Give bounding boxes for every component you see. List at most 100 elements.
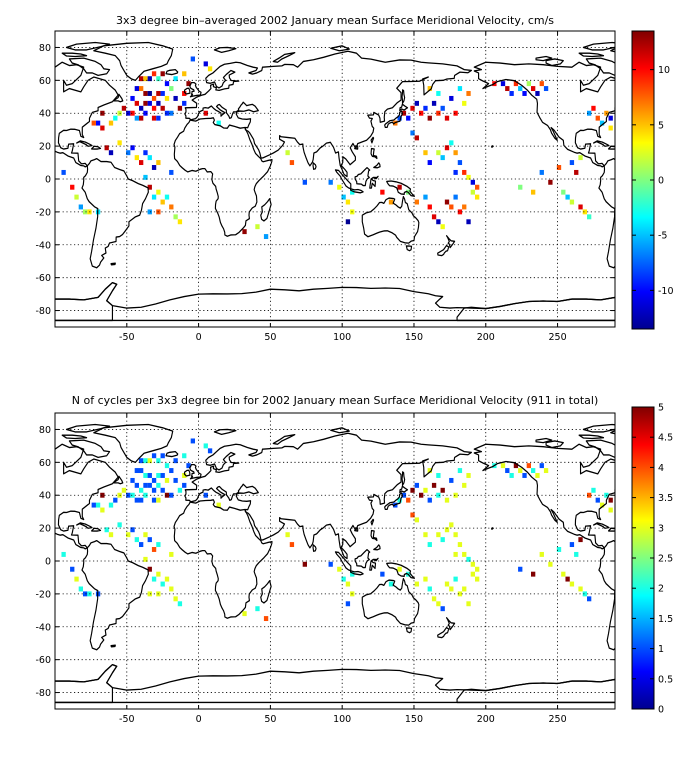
colorbar-tick-label: 3.5 (658, 493, 673, 504)
data-bin (151, 115, 157, 121)
data-bin (341, 576, 346, 582)
coastlines (55, 423, 615, 704)
data-bin (74, 576, 79, 582)
data-bin (173, 95, 178, 101)
data-bin (143, 556, 148, 562)
data-bin (156, 497, 161, 503)
colorbar-tick-label: 0.5 (658, 674, 673, 685)
x-tick-label: 250 (548, 332, 566, 343)
data-bin (561, 189, 566, 195)
data-bin (531, 571, 536, 577)
data-bin (539, 81, 544, 87)
data-bin (169, 169, 174, 175)
data-bin (539, 169, 544, 175)
data-bin (255, 606, 260, 612)
data-bin (173, 458, 178, 464)
data-bin (147, 591, 152, 597)
colorbar-tick-label: 2 (658, 584, 664, 595)
data-bin (134, 155, 139, 161)
data-bin (173, 76, 178, 82)
colorbar-gradient (632, 407, 654, 709)
data-bin (143, 492, 148, 498)
data-bin (156, 91, 161, 96)
data-bin (160, 487, 165, 493)
data-bin (556, 165, 562, 170)
data-bin (565, 576, 570, 582)
data-bin (449, 522, 454, 528)
data-bin (427, 204, 432, 210)
data-bin (186, 463, 191, 469)
data-bin (147, 566, 152, 572)
data-bin (436, 219, 441, 225)
data-bin (207, 448, 213, 454)
data-bin (582, 209, 587, 215)
data-bin (216, 120, 221, 126)
data-bin (531, 468, 536, 474)
data-bin (113, 497, 118, 503)
data-bin (108, 120, 114, 126)
data-bin (380, 189, 385, 195)
data-bin (169, 468, 174, 474)
data-bin (143, 174, 148, 180)
data-bin (470, 571, 475, 577)
data-bin (526, 81, 531, 87)
data-bin (457, 209, 463, 215)
data-bin (182, 71, 187, 77)
data-bin (397, 184, 402, 190)
data-bin (388, 581, 394, 587)
data-bin (345, 199, 351, 205)
data-bin (341, 194, 346, 200)
data-bin (139, 115, 144, 121)
data-bin (328, 561, 333, 567)
data-bin (328, 179, 333, 185)
x-tick-label: -50 (119, 714, 135, 725)
data-bin (414, 199, 419, 205)
data-bin (578, 586, 583, 592)
data-bin (591, 105, 596, 111)
data-bin (121, 487, 127, 493)
data-bin (518, 468, 523, 474)
data-bin (151, 547, 157, 552)
data-bin (457, 468, 463, 474)
data-bin (203, 110, 208, 116)
data-bin (462, 169, 467, 175)
data-bin (587, 214, 592, 220)
data-bin (535, 473, 540, 478)
data-bin (139, 542, 144, 548)
data-bin (345, 601, 351, 607)
colorbar-tick-label: 0 (658, 176, 664, 187)
data-bin (100, 492, 105, 498)
colorbar-tick-label: -10 (658, 286, 674, 297)
data-bin (539, 463, 544, 469)
data-bin (453, 492, 458, 498)
data-bin (95, 120, 101, 126)
data-bin (440, 224, 445, 230)
data-bin (419, 110, 424, 116)
data-bin (134, 497, 139, 503)
y-tick-label: 40 (39, 491, 51, 502)
y-tick-label: -20 (35, 207, 51, 218)
data-bin (263, 234, 269, 240)
data-bin (427, 497, 432, 503)
data-bin (522, 91, 527, 96)
data-bin (608, 497, 613, 503)
coastlines (55, 41, 615, 322)
data-bin (164, 95, 170, 101)
data-bin (95, 502, 101, 508)
data-bin (182, 91, 187, 96)
data-bin (143, 76, 148, 82)
data-bin (561, 571, 566, 577)
data-bin (70, 566, 75, 572)
data-bin (169, 86, 174, 92)
data-bin (509, 473, 514, 478)
data-bin (164, 110, 170, 116)
data-bin (151, 95, 157, 101)
data-bin (147, 91, 152, 96)
data-bin (83, 591, 88, 597)
y-tick-label: 60 (39, 458, 51, 469)
y-tick-label: -80 (35, 306, 51, 317)
y-tick-label: -60 (35, 655, 51, 666)
data-bin (436, 91, 441, 96)
data-bin (143, 100, 148, 106)
data-bin (591, 487, 596, 493)
